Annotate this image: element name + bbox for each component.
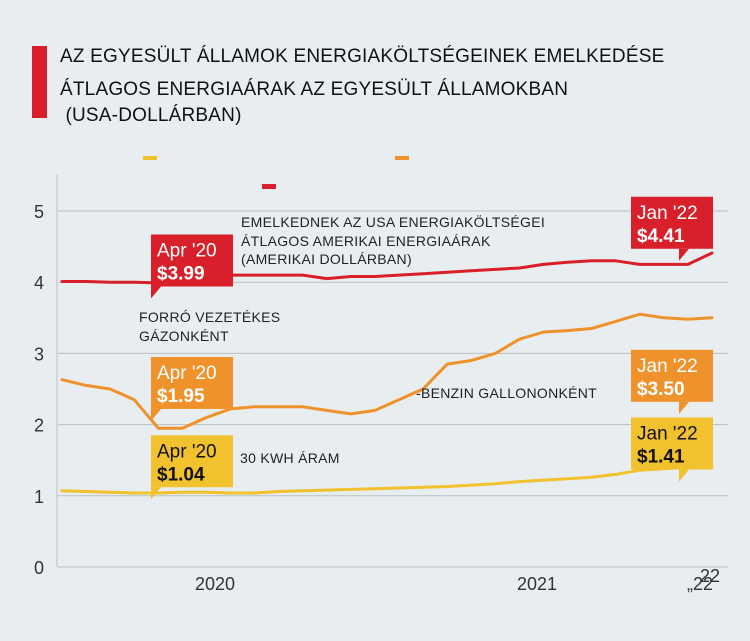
title-accent-bar — [32, 46, 47, 118]
annotation-heating-2: GÁZONKÉNT — [139, 328, 229, 344]
annotation-gas-desc-1: EMELKEDNEK AZ USA ENERGIAKÖLTSÉGEI — [241, 213, 545, 230]
annotation-electricity: 30 KWH ÁRAM — [240, 450, 340, 466]
data-label: Jan '22$1.41 — [631, 417, 713, 482]
data-label-date: Jan '22 — [637, 356, 698, 377]
data-label-value: $1.95 — [157, 386, 205, 407]
data-label-pointer — [679, 248, 689, 261]
data-label-value: $1.04 — [157, 464, 205, 485]
data-label-pointer — [151, 286, 161, 299]
chart-subtitle: ÁTLAGOS ENERGIAÁRAK AZ EGYESÜLT ÁLLAMOKB… — [60, 79, 568, 100]
annotation-gas-desc-3: (AMERIKAI DOLLÁRBAN) — [241, 251, 412, 267]
y-tick-label: 3 — [34, 344, 44, 364]
x-tick-label: 2020 — [195, 574, 235, 594]
data-label: Apr '20$1.04 — [151, 435, 233, 500]
data-label-value: $3.99 — [157, 263, 205, 284]
y-tick-label: 2 — [34, 416, 44, 436]
data-label-box — [151, 435, 233, 488]
y-tick-label: 5 — [34, 202, 44, 222]
data-label-value: $1.41 — [637, 446, 685, 467]
y-axis: 0 1 2 3 4 5 — [34, 202, 44, 578]
data-label-date: Jan '22 — [637, 203, 698, 224]
series-line — [60, 465, 714, 495]
data-label-pointer — [151, 408, 161, 421]
data-label-box — [151, 234, 233, 287]
data-label-value: $4.41 — [637, 226, 685, 247]
data-label: Jan '22$3.50 — [631, 349, 713, 414]
data-label-date: Apr '20 — [157, 441, 217, 462]
legend-swatch-electricity — [143, 156, 157, 160]
data-label: Apr '20$3.99 — [151, 234, 233, 299]
y-tick-label: 0 — [34, 558, 44, 578]
annotation-heating-1: FORRÓ VEZETÉKES — [139, 309, 280, 325]
data-label: Jan '22$4.41 — [631, 196, 713, 261]
data-label-box — [631, 349, 713, 402]
x-axis: 2020 2021 „22 — [195, 574, 713, 594]
chart-unit: (USA-DOLLÁRBAN) — [60, 105, 242, 126]
x-tick-label: „22 — [687, 574, 713, 594]
data-label-box — [631, 417, 713, 470]
legend-swatch-gas — [262, 184, 276, 189]
y-tick-label: 1 — [34, 487, 44, 507]
data-label: Apr '20$1.95 — [151, 356, 233, 421]
data-label-date: Apr '20 — [157, 363, 217, 384]
data-label-pointer — [679, 401, 689, 414]
data-label-value: $3.50 — [637, 379, 685, 400]
data-label-pointer — [679, 469, 689, 482]
data-label-box — [151, 356, 233, 409]
chart-title: AZ EGYESÜLT ÁLLAMOK ENERGIAKÖLTSÉGEINEK … — [60, 46, 664, 67]
data-label-date: Apr '20 — [157, 240, 217, 261]
legend-swatch-gasoline — [395, 156, 409, 160]
series-line — [60, 312, 714, 430]
x-tick-label: 2021 — [517, 574, 557, 594]
data-label-box — [631, 196, 713, 249]
stray-mark: 22 — [700, 566, 720, 586]
data-label-date: Jan '22 — [637, 423, 698, 444]
annotation-gasoline: -BENZIN GALLONONKÉNT — [416, 385, 597, 401]
y-tick-label: 4 — [34, 273, 44, 293]
annotation-gas-desc-2: ÁTLAGOS AMERIKAI ENERGIAÁRAK — [241, 233, 491, 249]
data-label-pointer — [151, 487, 161, 500]
